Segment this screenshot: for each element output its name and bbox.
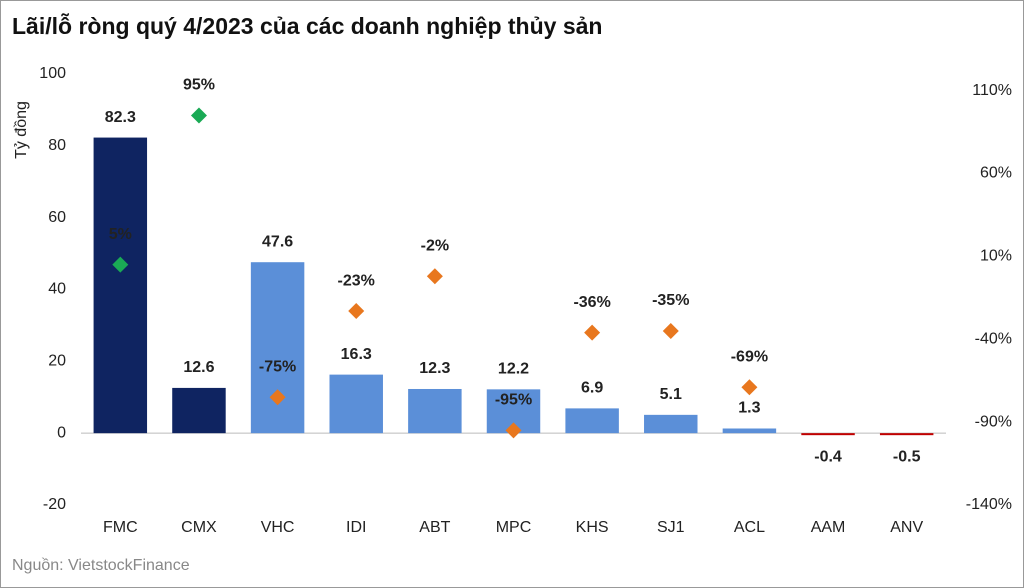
bar: [172, 387, 226, 434]
data-label: -2%: [421, 237, 449, 254]
marker: [190, 107, 207, 124]
bar: [801, 433, 855, 436]
data-label: 12.2: [498, 361, 529, 378]
data-label: 5%: [109, 226, 132, 243]
y-tick-label: 20: [48, 353, 66, 370]
marker: [348, 303, 365, 320]
data-label: 95%: [183, 77, 215, 94]
marker: [505, 422, 522, 439]
x-tick-label: ACL: [734, 519, 765, 536]
data-label: 16.3: [341, 346, 372, 363]
data-label: 5.1: [660, 386, 682, 403]
y-tick-label: 40: [48, 281, 66, 298]
x-tick-label: SJ1: [657, 519, 685, 536]
y2-tick-label: 110%: [972, 82, 1012, 99]
data-label: -0.4: [814, 448, 842, 465]
marker: [112, 256, 129, 273]
bar: [565, 408, 619, 434]
bar: [250, 262, 305, 434]
data-label: -95%: [495, 392, 532, 409]
data-label: -23%: [338, 272, 375, 289]
marker: [269, 389, 286, 406]
data-label: -36%: [573, 294, 610, 311]
x-tick-label: IDI: [346, 519, 366, 536]
y-tick-label: 0: [57, 424, 66, 441]
data-label: 1.3: [738, 400, 760, 417]
bar: [644, 414, 698, 434]
y-tick-label: 80: [48, 137, 66, 154]
data-label: -35%: [652, 292, 689, 309]
x-tick-label: CMX: [181, 519, 217, 536]
x-tick-label: FMC: [103, 519, 138, 536]
bar: [408, 388, 462, 434]
chart-title: Lãi/lỗ ròng quý 4/2023 của các doanh ngh…: [12, 12, 602, 39]
bar: [329, 374, 383, 434]
data-label: -69%: [731, 349, 768, 366]
y2-tick-label: 10%: [980, 248, 1012, 265]
marker: [741, 379, 758, 396]
data-label: 47.6: [262, 233, 293, 250]
x-tick-label: ANV: [890, 519, 923, 536]
y-tick-label: 100: [39, 65, 66, 82]
bar: [93, 137, 148, 434]
bar: [722, 428, 777, 434]
x-tick-label: ABT: [419, 519, 450, 536]
data-label: 6.9: [581, 380, 603, 397]
y2-tick-label: -40%: [975, 330, 1012, 347]
y-tick-label: -20: [43, 496, 66, 513]
y-tick-label: 60: [48, 209, 66, 226]
y-axis-title: Tỷ đồng: [13, 101, 30, 159]
data-label: -75%: [259, 358, 296, 375]
x-tick-label: AAM: [811, 519, 846, 536]
source: Nguồn: VietstockFinance: [12, 557, 190, 574]
x-tick-label: MPC: [496, 519, 532, 536]
data-label: -0.5: [893, 448, 921, 465]
bar: [879, 433, 934, 436]
y2-tick-label: 60%: [980, 165, 1012, 182]
marker: [584, 324, 601, 341]
y2-tick-label: -140%: [966, 496, 1012, 513]
data-label: 12.3: [419, 360, 450, 377]
data-label: 82.3: [105, 109, 136, 126]
y2-tick-label: -90%: [975, 413, 1012, 430]
x-tick-label: VHC: [261, 519, 295, 536]
data-label: 12.6: [183, 359, 214, 376]
marker: [426, 268, 443, 285]
x-tick-label: KHS: [576, 519, 609, 536]
marker: [662, 322, 679, 339]
